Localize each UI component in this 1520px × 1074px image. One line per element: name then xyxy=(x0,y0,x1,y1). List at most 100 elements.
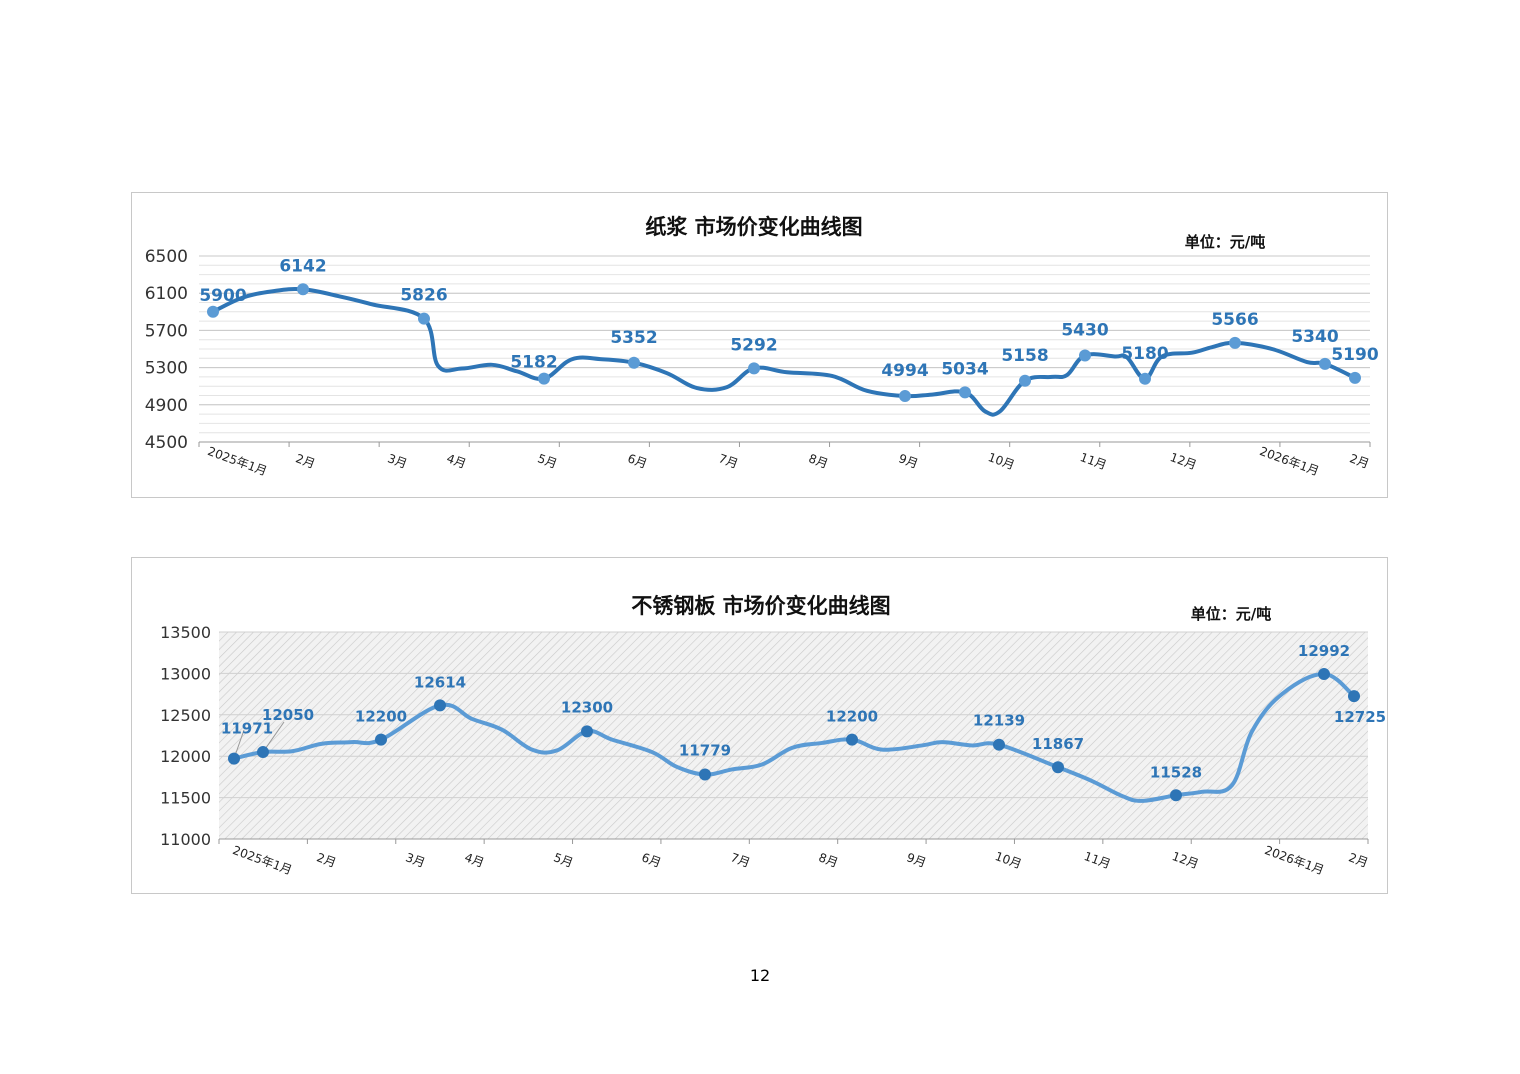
plot-background xyxy=(219,632,1368,839)
y-tick-label: 5300 xyxy=(145,359,188,379)
x-tick-label: 2026年1月 xyxy=(1263,843,1326,877)
data-point xyxy=(748,362,760,375)
data-point xyxy=(228,752,240,765)
data-label: 5430 xyxy=(1061,321,1108,341)
page-number: 12 xyxy=(749,966,771,985)
x-tick-label: 7月 xyxy=(729,850,752,870)
data-point xyxy=(375,733,387,746)
data-label: 12992 xyxy=(1298,642,1350,660)
x-tick-label: 9月 xyxy=(905,850,928,870)
data-point xyxy=(899,390,911,403)
y-tick-label: 13000 xyxy=(160,664,211,683)
data-point xyxy=(1349,371,1361,384)
data-label: 12300 xyxy=(561,698,613,716)
x-tick-label: 3月 xyxy=(386,451,409,471)
x-tick-label: 6月 xyxy=(626,451,649,471)
chart-unit-label: 单位：元/吨 xyxy=(1191,605,1271,623)
y-tick-label: 11500 xyxy=(160,789,211,808)
y-tick-label: 12000 xyxy=(160,747,211,766)
y-tick-label: 4500 xyxy=(145,433,188,453)
data-point xyxy=(1229,336,1241,349)
data-point xyxy=(297,283,309,296)
data-label: 6142 xyxy=(279,256,326,276)
pulp-chart-panel: 纸浆 市场价变化曲线图单位：元/吨 6500 6100 5700 5300 4900 450… xyxy=(131,192,1388,498)
data-point xyxy=(959,386,971,399)
plot-area xyxy=(219,631,1368,840)
x-tick-label: 2026年1月 xyxy=(1258,444,1321,478)
chart-unit-label: 单位：元/吨 xyxy=(1185,233,1265,251)
data-label: 12050 xyxy=(262,706,314,724)
x-tick-label: 2月 xyxy=(315,850,338,870)
x-tick-label: 6月 xyxy=(640,850,663,870)
x-tick-label: 11月 xyxy=(1078,450,1108,472)
data-label: 12614 xyxy=(414,673,466,691)
x-tick-label: 10月 xyxy=(993,849,1023,871)
x-tick-label: 8月 xyxy=(807,451,830,471)
data-label: 5340 xyxy=(1291,327,1338,347)
data-point xyxy=(1079,349,1091,362)
y-tick-label: 6500 xyxy=(145,247,188,267)
x-tick-label: 2025年1月 xyxy=(206,444,269,478)
y-tick-label: 11000 xyxy=(160,830,211,849)
steel-chart-panel: 不锈钢板 市场价变化曲线图 单位：元/吨 13500 13000 12500 12000 1… xyxy=(131,557,1388,894)
data-point xyxy=(1319,357,1331,370)
steel-price-chart: 不锈钢板 市场价变化曲线图 单位：元/吨 13500 13000 12500 12000 1… xyxy=(160,594,1386,877)
x-tick-label: 2025年1月 xyxy=(231,843,294,877)
data-label: 5352 xyxy=(610,328,657,348)
data-point xyxy=(581,725,593,738)
data-label: 4994 xyxy=(881,361,928,381)
x-tick-label: 9月 xyxy=(897,451,920,471)
y-tick-label: 12500 xyxy=(160,706,211,725)
data-label: 5034 xyxy=(941,359,988,379)
x-tick-label: 4月 xyxy=(445,451,468,471)
data-label: 11867 xyxy=(1032,735,1084,753)
data-point xyxy=(418,312,430,325)
x-tick-label: 10月 xyxy=(986,450,1016,472)
x-tick-label: 12月 xyxy=(1168,450,1198,472)
data-point xyxy=(846,733,858,746)
y-tick-label: 5700 xyxy=(145,321,188,341)
x-tick-label: 7月 xyxy=(717,451,740,471)
data-point xyxy=(207,305,219,318)
y-tick-label: 4900 xyxy=(145,396,188,416)
x-tick-label: 12月 xyxy=(1170,849,1200,871)
data-point xyxy=(628,356,640,369)
data-label: 5826 xyxy=(400,286,447,306)
data-point xyxy=(434,699,446,712)
data-label: 12725 xyxy=(1334,708,1386,726)
data-point xyxy=(1348,690,1360,703)
data-label: 12139 xyxy=(973,712,1025,730)
data-point xyxy=(538,372,550,385)
data-point xyxy=(993,738,1005,751)
data-point xyxy=(1139,372,1151,385)
x-tick-label: 8月 xyxy=(817,850,840,870)
data-label: 11971 xyxy=(221,720,273,738)
x-tick-label: 5月 xyxy=(536,451,559,471)
data-point xyxy=(1318,668,1330,681)
data-point xyxy=(1019,374,1031,387)
series-line xyxy=(211,286,1357,417)
data-label: 5190 xyxy=(1331,345,1378,365)
y-tick-label: 6100 xyxy=(145,284,188,304)
x-tick-label: 2月 xyxy=(1348,451,1371,471)
y-tick-label: 13500 xyxy=(160,623,211,642)
x-tick-label: 4月 xyxy=(463,850,486,870)
data-label: 5182 xyxy=(510,353,557,373)
x-tick-label: 2月 xyxy=(294,451,317,471)
data-point xyxy=(1052,761,1064,774)
chart-title: 纸浆 市场价变化曲线图 xyxy=(645,215,862,239)
chart-title: 不锈钢板 市场价变化曲线图 xyxy=(631,594,890,618)
plot-area xyxy=(199,255,1370,443)
data-label: 12200 xyxy=(826,708,878,726)
data-label: 5900 xyxy=(199,286,246,306)
data-label: 12200 xyxy=(355,708,407,726)
data-label: 5566 xyxy=(1211,310,1258,330)
data-label: 11528 xyxy=(1150,763,1202,781)
data-point xyxy=(699,768,711,781)
data-label: 11779 xyxy=(679,741,731,759)
data-label: 5180 xyxy=(1121,344,1168,364)
data-label: 5292 xyxy=(730,335,777,355)
data-label: 5158 xyxy=(1001,346,1048,366)
label-leader-line xyxy=(262,721,285,753)
